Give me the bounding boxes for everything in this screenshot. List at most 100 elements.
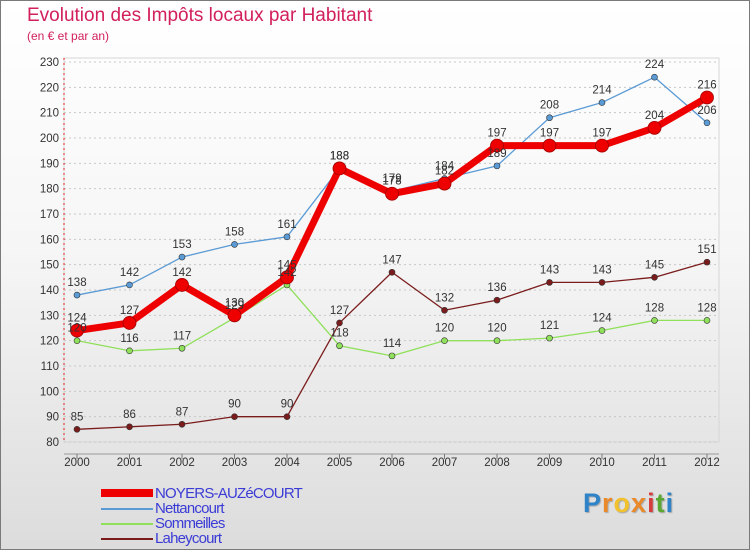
- point-noyers-auzécourt-2006: [385, 186, 399, 201]
- data-label-laheycourt-2010: 143: [592, 264, 611, 276]
- data-label-noyers-auzécourt-2009: 197: [540, 128, 559, 140]
- legend-label-laheycourt: Laheycourt: [155, 530, 222, 547]
- data-label-laheycourt-2008: 136: [487, 282, 506, 294]
- data-label-laheycourt-2011: 145: [645, 259, 664, 271]
- x-tick-label-2007: 2007: [432, 457, 458, 469]
- y-tick-label-140: 140: [40, 285, 59, 297]
- point-sommeilles-2006: [388, 352, 396, 360]
- point-nettancourt-2000: [73, 291, 81, 299]
- point-noyers-auzécourt-2001: [122, 316, 137, 330]
- y-tick-label-170: 170: [40, 209, 59, 221]
- data-label-nettancourt-2010: 214: [592, 85, 612, 97]
- y-tick-label-100: 100: [40, 386, 59, 398]
- point-laheycourt-2009: [546, 279, 553, 286]
- point-sommeilles-2005: [336, 342, 343, 350]
- data-label-laheycourt-2009: 143: [540, 264, 559, 276]
- data-label-nettancourt-2001: 142: [120, 267, 139, 279]
- data-label-sommeilles-2003: 129: [225, 300, 244, 312]
- data-label-nettancourt-2012: 206: [697, 105, 716, 117]
- data-label-noyers-auzécourt-2007: 182: [435, 166, 454, 178]
- point-sommeilles-2002: [178, 344, 186, 352]
- point-nettancourt-2012: [703, 119, 711, 127]
- data-label-nettancourt-2005: 188: [330, 150, 349, 162]
- data-label-laheycourt-2007: 132: [435, 292, 454, 304]
- x-tick-label-2008: 2008: [484, 457, 510, 469]
- x-tick-label-2006: 2006: [379, 457, 405, 469]
- legend-swatch-nettancourt: [101, 508, 153, 510]
- point-sommeilles-2012: [703, 317, 711, 324]
- data-label-noyers-auzécourt-2006: 178: [382, 176, 401, 188]
- point-laheycourt-2008: [493, 296, 501, 304]
- x-tick-label-2010: 2010: [589, 457, 615, 469]
- data-label-noyers-auzécourt-2008: 197: [487, 128, 506, 140]
- point-sommeilles-2007: [441, 337, 448, 344]
- y-tick-label-180: 180: [40, 184, 59, 196]
- x-tick-label-2009: 2009: [537, 457, 563, 469]
- point-nettancourt-2008: [493, 162, 501, 170]
- y-tick-label-220: 220: [40, 82, 59, 94]
- point-noyers-auzécourt-2012: [700, 90, 714, 105]
- data-label-nettancourt-2003: 158: [225, 226, 244, 238]
- x-tick-label-2003: 2003: [222, 457, 248, 469]
- y-tick-label-120: 120: [40, 336, 59, 348]
- data-label-nettancourt-2007: 184: [435, 161, 455, 173]
- y-tick-label-190: 190: [40, 158, 59, 170]
- series-line-noyers-auzécourt: [76, 94, 709, 334]
- point-nettancourt-2011: [651, 73, 658, 81]
- data-label-nettancourt-2002: 153: [172, 239, 191, 251]
- data-label-sommeilles-2010: 124: [592, 313, 612, 325]
- point-laheycourt-2004: [283, 413, 291, 420]
- legend-swatch-noyers: [101, 489, 153, 497]
- data-label-sommeilles-2000: 120: [67, 323, 86, 335]
- point-sommeilles-2011: [651, 317, 658, 324]
- data-label-sommeilles-2002: 117: [173, 330, 191, 342]
- y-tick-label-200: 200: [40, 133, 59, 145]
- y-tick-label-150: 150: [40, 260, 59, 272]
- data-label-sommeilles-2009: 121: [540, 320, 559, 332]
- x-tick-label-2005: 2005: [327, 457, 353, 469]
- plot-area: [63, 57, 720, 443]
- point-nettancourt-2010: [598, 99, 606, 106]
- y-tick-label-90: 90: [46, 412, 59, 424]
- point-noyers-auzécourt-2009: [542, 138, 557, 153]
- data-label-noyers-auzécourt-2003: 130: [225, 297, 244, 309]
- data-label-nettancourt-2004: 161: [277, 219, 296, 231]
- data-label-laheycourt-2001: 86: [123, 409, 136, 421]
- point-sommeilles-2001: [126, 347, 133, 355]
- data-label-nettancourt-2011: 224: [645, 59, 665, 71]
- point-noyers-auzécourt-2010: [595, 138, 609, 153]
- data-label-laheycourt-2003: 90: [228, 399, 241, 411]
- legend-label-noyers: NOYERS-AUZéCOURT: [155, 485, 303, 502]
- point-noyers-auzécourt-2003: [227, 308, 242, 323]
- data-label-laheycourt-2005: 127: [330, 305, 349, 317]
- data-label-laheycourt-2002: 87: [176, 406, 189, 418]
- chart-title: Evolution des Impôts locaux par Habitant: [27, 5, 373, 26]
- x-tick-label-2011: 2011: [642, 457, 667, 469]
- data-label-nettancourt-2006: 179: [382, 173, 401, 185]
- data-label-noyers-auzécourt-2000: 124: [67, 313, 87, 325]
- point-laheycourt-2012: [703, 258, 711, 266]
- data-label-noyers-auzécourt-2002: 142: [172, 267, 191, 279]
- point-sommeilles-2009: [546, 334, 553, 342]
- x-tick-label-2001: 2001: [117, 457, 143, 469]
- point-laheycourt-2001: [126, 423, 133, 431]
- data-label-sommeilles-2001: 116: [120, 333, 138, 345]
- data-label-noyers-auzécourt-2010: 197: [592, 128, 611, 140]
- point-nettancourt-2003: [231, 241, 238, 248]
- point-laheycourt-2006: [388, 268, 396, 276]
- data-label-noyers-auzécourt-2012: 216: [697, 79, 716, 91]
- point-laheycourt-2010: [598, 279, 606, 286]
- point-noyers-auzécourt-2011: [647, 120, 662, 135]
- data-label-sommeilles-2008: 120: [487, 323, 506, 335]
- proxiti-logo: Proxiti: [583, 488, 675, 518]
- point-noyers-auzécourt-2005: [332, 161, 347, 176]
- x-tick-label-2012: 2012: [694, 457, 720, 469]
- point-nettancourt-2004: [283, 233, 291, 241]
- x-tick-label-2002: 2002: [169, 457, 195, 469]
- point-noyers-auzécourt-2002: [175, 278, 189, 292]
- point-noyers-auzécourt-2004: [280, 270, 294, 285]
- legend-swatch-sommeilles: [101, 523, 153, 525]
- y-tick-label-210: 210: [40, 108, 59, 120]
- point-laheycourt-2007: [441, 306, 448, 314]
